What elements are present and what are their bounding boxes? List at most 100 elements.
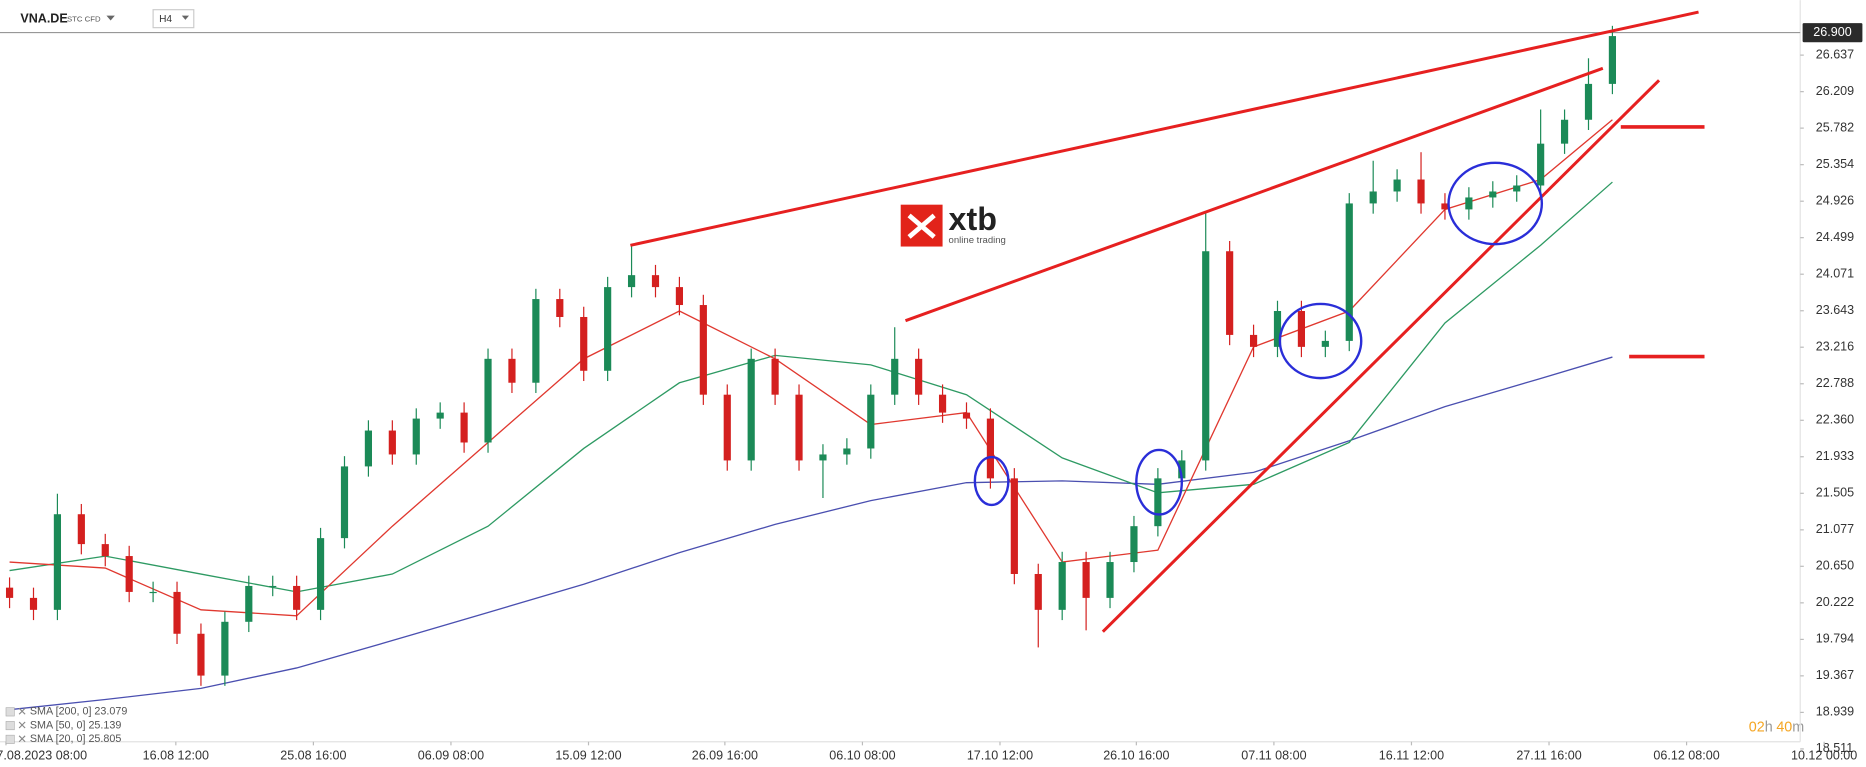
candle-body [484, 358, 492, 443]
legend-icon [5, 734, 15, 744]
candle-body [1537, 143, 1545, 186]
symbol[interactable]: VNA.DE [20, 12, 67, 26]
y-tick-label: 21.505 [1816, 486, 1854, 500]
x-tick-label: 25.08 16:00 [280, 748, 346, 762]
legend-remove[interactable] [18, 721, 26, 729]
logo-text: xtb [949, 201, 997, 237]
y-tick-label: 25.354 [1816, 157, 1854, 171]
candles [5, 25, 1617, 686]
candle-body [125, 556, 133, 592]
logo: xtb online trading [900, 201, 1006, 247]
legend-remove[interactable] [18, 707, 26, 715]
x-tick-label: 07.08.2023 08:00 [0, 748, 87, 762]
candle-body [675, 287, 684, 306]
candle-body [915, 358, 923, 395]
y-tick-label: 26.637 [1816, 47, 1854, 61]
x-tick-label: 07.11 08:00 [1241, 748, 1306, 762]
candle-body [699, 305, 707, 395]
candle-body [197, 633, 205, 676]
y-tick-label: 23.643 [1816, 303, 1854, 317]
candle-body [364, 430, 373, 467]
candle-body [843, 448, 851, 455]
highlight-ellipse[interactable] [1447, 161, 1544, 246]
highlight-ellipse[interactable] [1135, 448, 1183, 516]
trend-line[interactable] [630, 10, 1699, 247]
symbol-dropdown[interactable] [106, 15, 115, 21]
candle-body [173, 591, 181, 634]
trend-line[interactable] [1101, 79, 1661, 633]
candle-body [532, 299, 540, 383]
candle-body [245, 585, 253, 622]
x-tick-label: 27.11 16:00 [1516, 748, 1581, 762]
x-tick-label: 06.12 08:00 [1653, 748, 1719, 762]
candle-body [795, 394, 803, 461]
candle-body [1010, 478, 1018, 574]
candle-body [1273, 311, 1282, 347]
candle-body [891, 358, 899, 395]
x-tick-label: 26.10 16:00 [1103, 748, 1169, 762]
x-tick-label: 26.09 16:00 [692, 748, 758, 762]
drawings [630, 10, 1705, 633]
sma-line [9, 119, 1613, 617]
sma-line [9, 181, 1613, 593]
timeframe[interactable]: H4 [159, 14, 172, 25]
indicators [9, 119, 1613, 711]
y-tick-label: 19.794 [1816, 632, 1854, 646]
legend-label: SMA [50, 0] 25.139 [30, 719, 121, 731]
x-tick-label: 16.08 12:00 [143, 748, 209, 762]
y-tick-label: 18.939 [1816, 705, 1854, 719]
candle-body [1417, 179, 1425, 204]
legend-icon [5, 721, 15, 731]
y-tick-label: 21.077 [1816, 522, 1854, 536]
candle-body [460, 412, 468, 443]
candle-body [1178, 460, 1186, 479]
candle-body [316, 538, 325, 610]
candle-body [412, 418, 420, 455]
y-tick-label: 21.933 [1816, 449, 1854, 463]
candle-body [1608, 36, 1617, 84]
y-tick-label: 22.360 [1816, 413, 1854, 427]
candle-body [1106, 562, 1114, 598]
x-tick-label: 16.11 12:00 [1379, 748, 1444, 762]
candle-body [1560, 119, 1569, 144]
y-tick-label: 19.367 [1816, 668, 1854, 682]
timeframe-dropdown[interactable] [181, 15, 189, 20]
y-tick-label: 24.499 [1816, 230, 1854, 244]
candle-body [77, 514, 85, 545]
trend-line[interactable] [904, 66, 1604, 323]
candle-body [149, 591, 157, 594]
candle-body [1249, 334, 1258, 347]
candle-body [651, 275, 660, 288]
candle-body [867, 394, 875, 449]
candle-body [101, 544, 109, 557]
timeframe-box[interactable] [152, 9, 195, 29]
legend-label: SMA [20, 0] 25.805 [30, 733, 121, 745]
candle-body [436, 412, 444, 419]
candle-body [962, 412, 971, 419]
candle-body [53, 514, 62, 610]
timer-h: h [1765, 719, 1773, 735]
highlight-ellipse[interactable] [1278, 302, 1363, 380]
candle-body [986, 418, 995, 479]
candle-timer: 02h 40m [1749, 719, 1804, 735]
legend-label: SMA [200, 0] 23.079 [30, 706, 127, 718]
candle-body [293, 585, 301, 610]
candle-body [604, 287, 612, 371]
highlight-ellipse[interactable] [973, 455, 1010, 507]
y-tick-label: 24.926 [1816, 194, 1854, 208]
y-tick-label: 26.209 [1816, 84, 1854, 98]
candle-body [747, 358, 755, 461]
candle-body [1584, 83, 1593, 120]
x-tick-label: 15.09 12:00 [555, 748, 621, 762]
legend-remove[interactable] [18, 735, 26, 743]
candle-body [1130, 526, 1138, 563]
candle-body [221, 621, 229, 676]
candle-body [1226, 251, 1234, 335]
x-tick-label: 06.09 08:00 [418, 748, 484, 762]
logo-cross [907, 213, 936, 239]
candle-body [1202, 251, 1210, 461]
x-tick-label: 06.10 08:00 [829, 748, 895, 762]
candle-body [938, 394, 947, 413]
